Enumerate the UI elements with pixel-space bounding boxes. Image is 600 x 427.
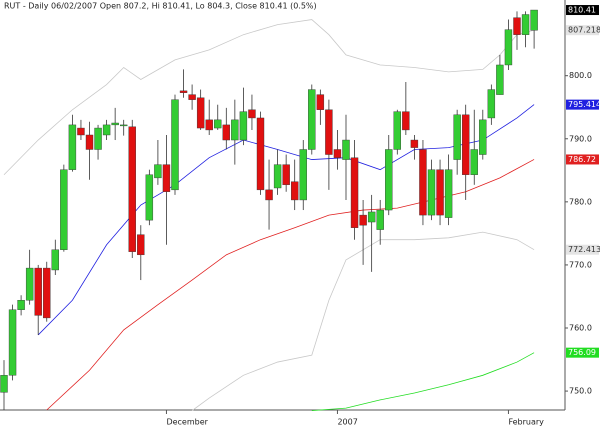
candle-body [231, 119, 239, 141]
candle-body [17, 300, 25, 310]
candle-body [273, 164, 282, 189]
candle-body [419, 149, 427, 216]
candle-body [239, 111, 248, 141]
candle-body [222, 124, 231, 141]
overlay-line [191, 231, 535, 411]
candle-body [325, 109, 333, 155]
candle-body [470, 149, 478, 175]
candle-body [496, 64, 504, 95]
y-tick-label: 800.0 [569, 71, 592, 80]
candle-body [453, 114, 461, 160]
value-tag [566, 99, 599, 110]
candle-body [137, 234, 145, 256]
candle-body [145, 174, 154, 221]
value-tag-label: 807.218 [568, 26, 600, 35]
candle-body [393, 111, 401, 150]
y-tick-label: 760.0 [569, 324, 592, 333]
candle-body [333, 149, 342, 158]
candle-body [119, 124, 128, 127]
candle-body [436, 169, 444, 216]
candle-body [402, 111, 410, 131]
candle-body [256, 117, 265, 191]
value-tag [566, 5, 599, 16]
value-tag [566, 154, 599, 165]
value-tag [566, 25, 599, 36]
candle-body [385, 149, 393, 211]
candle-body [462, 114, 470, 175]
candle-body [205, 119, 213, 131]
candle-body [85, 134, 94, 150]
candle-body [51, 249, 59, 271]
candle-body [214, 119, 222, 129]
candle-body [410, 139, 419, 148]
candle-body [128, 126, 136, 252]
candle-body [444, 169, 453, 218]
x-tick-label: 2007 [337, 418, 357, 427]
candle-body [427, 169, 436, 216]
overlay-line [3, 19, 535, 176]
value-tag [566, 347, 599, 358]
candle-body [179, 90, 188, 93]
candle-body [265, 189, 273, 201]
candle-body [350, 157, 359, 228]
candle-body [34, 267, 42, 316]
chart-title: RUT - Daily 06/02/2007 Open 807.2, Hi 81… [4, 2, 317, 11]
y-tick-label: 750.0 [569, 387, 592, 396]
candle-body [282, 164, 290, 186]
candle-body [196, 97, 205, 129]
value-tag-label: 772.413 [568, 245, 600, 254]
candle-body [94, 127, 102, 150]
candle-body [530, 9, 538, 31]
candle-body [77, 127, 85, 136]
candle-body [359, 214, 367, 226]
candle-body [316, 94, 325, 110]
candle-body [521, 14, 530, 35]
candle-body [513, 17, 521, 35]
candle-body [188, 94, 196, 100]
candle-body [171, 99, 179, 191]
x-tick-label: February [508, 418, 544, 427]
value-tag-label: 810.41 [568, 6, 596, 15]
candle-body [376, 209, 384, 230]
overlay-line [311, 352, 535, 412]
candle-body [111, 122, 119, 126]
value-tag-label: 786.72 [568, 155, 596, 164]
candle-body [504, 29, 513, 66]
y-tick-label: 790.0 [569, 134, 592, 143]
y-tick-label: 770.0 [569, 260, 592, 269]
candle-body [162, 164, 171, 192]
candle-body [25, 267, 34, 301]
candle-body [342, 139, 350, 160]
candle-body [43, 267, 51, 319]
candle-body [8, 309, 17, 376]
candle-body [299, 149, 307, 201]
candle-body [154, 164, 162, 179]
candle-body [487, 89, 496, 119]
candle-body [102, 124, 111, 136]
x-tick-label: December [166, 418, 208, 427]
value-tag [566, 244, 599, 255]
candle-body [60, 169, 68, 250]
value-tag-label: 756.09 [568, 348, 596, 357]
candle-body [308, 89, 316, 150]
candle-body [68, 124, 77, 170]
value-tag-label: 795.414 [568, 100, 600, 109]
overlay-line [46, 159, 535, 411]
candle-body [248, 109, 256, 119]
candle-body [367, 211, 376, 223]
candle-body [0, 375, 8, 393]
y-tick-label: 780.0 [569, 197, 592, 206]
candle-body [479, 119, 487, 155]
candle-body [291, 181, 299, 201]
